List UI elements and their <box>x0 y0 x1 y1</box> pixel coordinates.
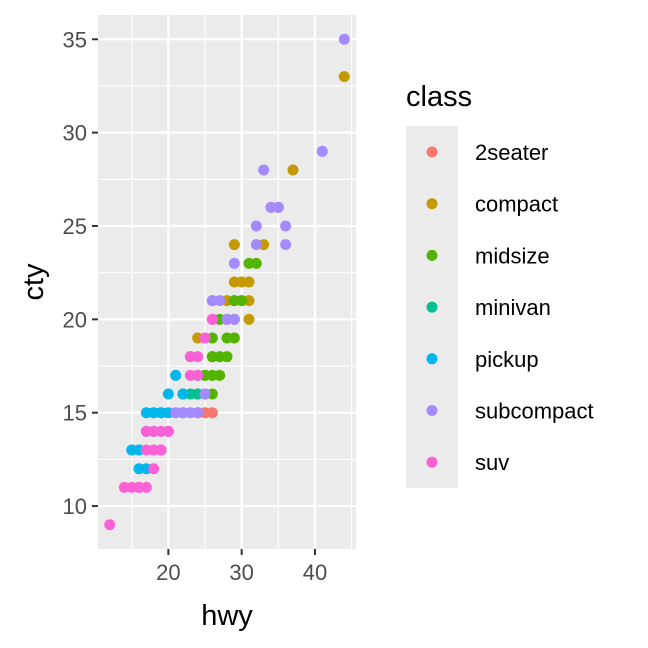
x-axis: 20 30 40 <box>156 549 327 585</box>
x-tick-label: 30 <box>229 560 253 585</box>
legend-label-minivan: minivan <box>475 295 551 320</box>
data-point-pickup <box>126 444 138 456</box>
data-point-suv <box>199 332 211 344</box>
data-point-suv <box>104 519 116 531</box>
legend-key-minivan <box>426 301 438 313</box>
data-point-pickup <box>162 388 174 400</box>
y-tick-label: 35 <box>63 27 87 52</box>
data-point-midsize <box>250 257 262 269</box>
data-point-subcompact <box>272 201 284 213</box>
data-point-subcompact <box>228 313 240 325</box>
grid-minor <box>98 15 356 549</box>
legend-label-compact: compact <box>475 192 558 217</box>
legend-key-suv <box>426 456 438 468</box>
data-points <box>104 33 350 531</box>
legend-label-pickup: pickup <box>475 347 539 372</box>
data-point-compact <box>287 164 299 176</box>
y-tick-label: 10 <box>63 494 87 519</box>
legend-key-midsize <box>426 249 438 261</box>
data-point-pickup <box>133 463 145 475</box>
legend-key-compact <box>426 198 438 210</box>
legend-key-2seater <box>426 146 438 158</box>
y-tick-label: 25 <box>63 214 87 239</box>
data-point-compact <box>228 239 240 251</box>
data-point-compact <box>243 313 255 325</box>
data-point-compact <box>243 276 255 288</box>
panel-background <box>98 15 356 549</box>
data-point-midsize <box>206 351 218 363</box>
data-point-subcompact <box>250 220 262 232</box>
data-point-suv <box>155 444 167 456</box>
legend-label-2seater: 2seater <box>475 140 548 165</box>
data-point-suv <box>192 351 204 363</box>
data-point-suv <box>148 463 160 475</box>
legend-label-subcompact: subcompact <box>475 399 594 424</box>
data-point-subcompact <box>214 295 226 307</box>
data-point-subcompact <box>199 388 211 400</box>
x-tick-label: 20 <box>156 560 180 585</box>
data-point-subcompact <box>316 145 328 157</box>
data-point-2seater <box>206 407 218 419</box>
data-point-suv <box>133 481 145 493</box>
legend-label-suv: suv <box>475 450 509 475</box>
data-point-suv <box>155 425 167 437</box>
data-point-compact <box>338 71 350 83</box>
data-point-subcompact <box>338 33 350 45</box>
legend-key-subcompact <box>426 405 438 416</box>
y-tick-label: 30 <box>63 121 87 146</box>
x-axis-title: hwy <box>201 600 253 632</box>
data-point-pickup <box>177 388 189 400</box>
data-point-suv <box>206 313 218 325</box>
data-point-midsize <box>221 332 233 344</box>
data-point-pickup <box>148 407 160 419</box>
data-point-subcompact <box>258 164 270 176</box>
data-point-subcompact <box>250 239 262 251</box>
legend-label-midsize: midsize <box>475 243 550 268</box>
data-point-compact <box>228 276 240 288</box>
data-point-midsize <box>236 295 248 307</box>
legend-title: class <box>406 81 472 113</box>
y-axis-title: cty <box>18 263 50 301</box>
legend-items: 2seater compact midsize minivan pickup subcom… <box>426 140 594 475</box>
legend-key-pickup <box>426 353 438 365</box>
y-tick-label: 15 <box>63 401 87 426</box>
y-axis: 10 15 20 25 30 35 <box>63 27 98 519</box>
y-tick-label: 20 <box>63 307 87 332</box>
data-point-subcompact <box>192 407 204 419</box>
data-point-suv <box>192 369 204 381</box>
data-point-subcompact <box>280 239 292 251</box>
data-point-midsize <box>214 369 226 381</box>
data-point-pickup <box>170 369 182 381</box>
x-tick-label: 40 <box>303 560 327 585</box>
data-point-subcompact <box>280 220 292 232</box>
data-point-suv <box>140 444 152 456</box>
data-point-subcompact <box>228 257 240 269</box>
legend: class 2seater compact midsize minivan pickup… <box>406 81 594 488</box>
data-point-subcompact <box>170 407 182 419</box>
